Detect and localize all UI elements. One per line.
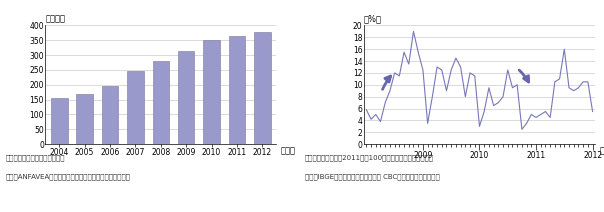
Bar <box>153 61 169 144</box>
Bar <box>204 40 220 144</box>
Text: （%）: （%） <box>364 14 382 23</box>
Text: （万台）: （万台） <box>45 14 65 23</box>
Bar <box>127 71 144 144</box>
Text: （年）: （年） <box>281 146 296 156</box>
Bar <box>254 32 271 144</box>
Bar <box>51 98 68 144</box>
Text: 備考：バス、トラックを含む。: 備考：バス、トラックを含む。 <box>6 155 66 161</box>
Bar <box>101 86 118 144</box>
Text: 備考：季節調整済。2011年を100とした指数の前年同月比。: 備考：季節調整済。2011年を100とした指数の前年同月比。 <box>305 155 434 161</box>
Bar <box>76 94 93 144</box>
Text: 資料：IBGE（ブラジル）地理統計院 CBCデータベースから作成: 資料：IBGE（ブラジル）地理統計院 CBCデータベースから作成 <box>305 174 440 180</box>
Text: 資料：ANFAVEA（ブラジル自動車製造業者協会）から作成: 資料：ANFAVEA（ブラジル自動車製造業者協会）から作成 <box>6 174 131 180</box>
Bar <box>178 51 194 144</box>
Bar <box>229 36 245 144</box>
Text: （年月）: （年月） <box>600 146 604 156</box>
